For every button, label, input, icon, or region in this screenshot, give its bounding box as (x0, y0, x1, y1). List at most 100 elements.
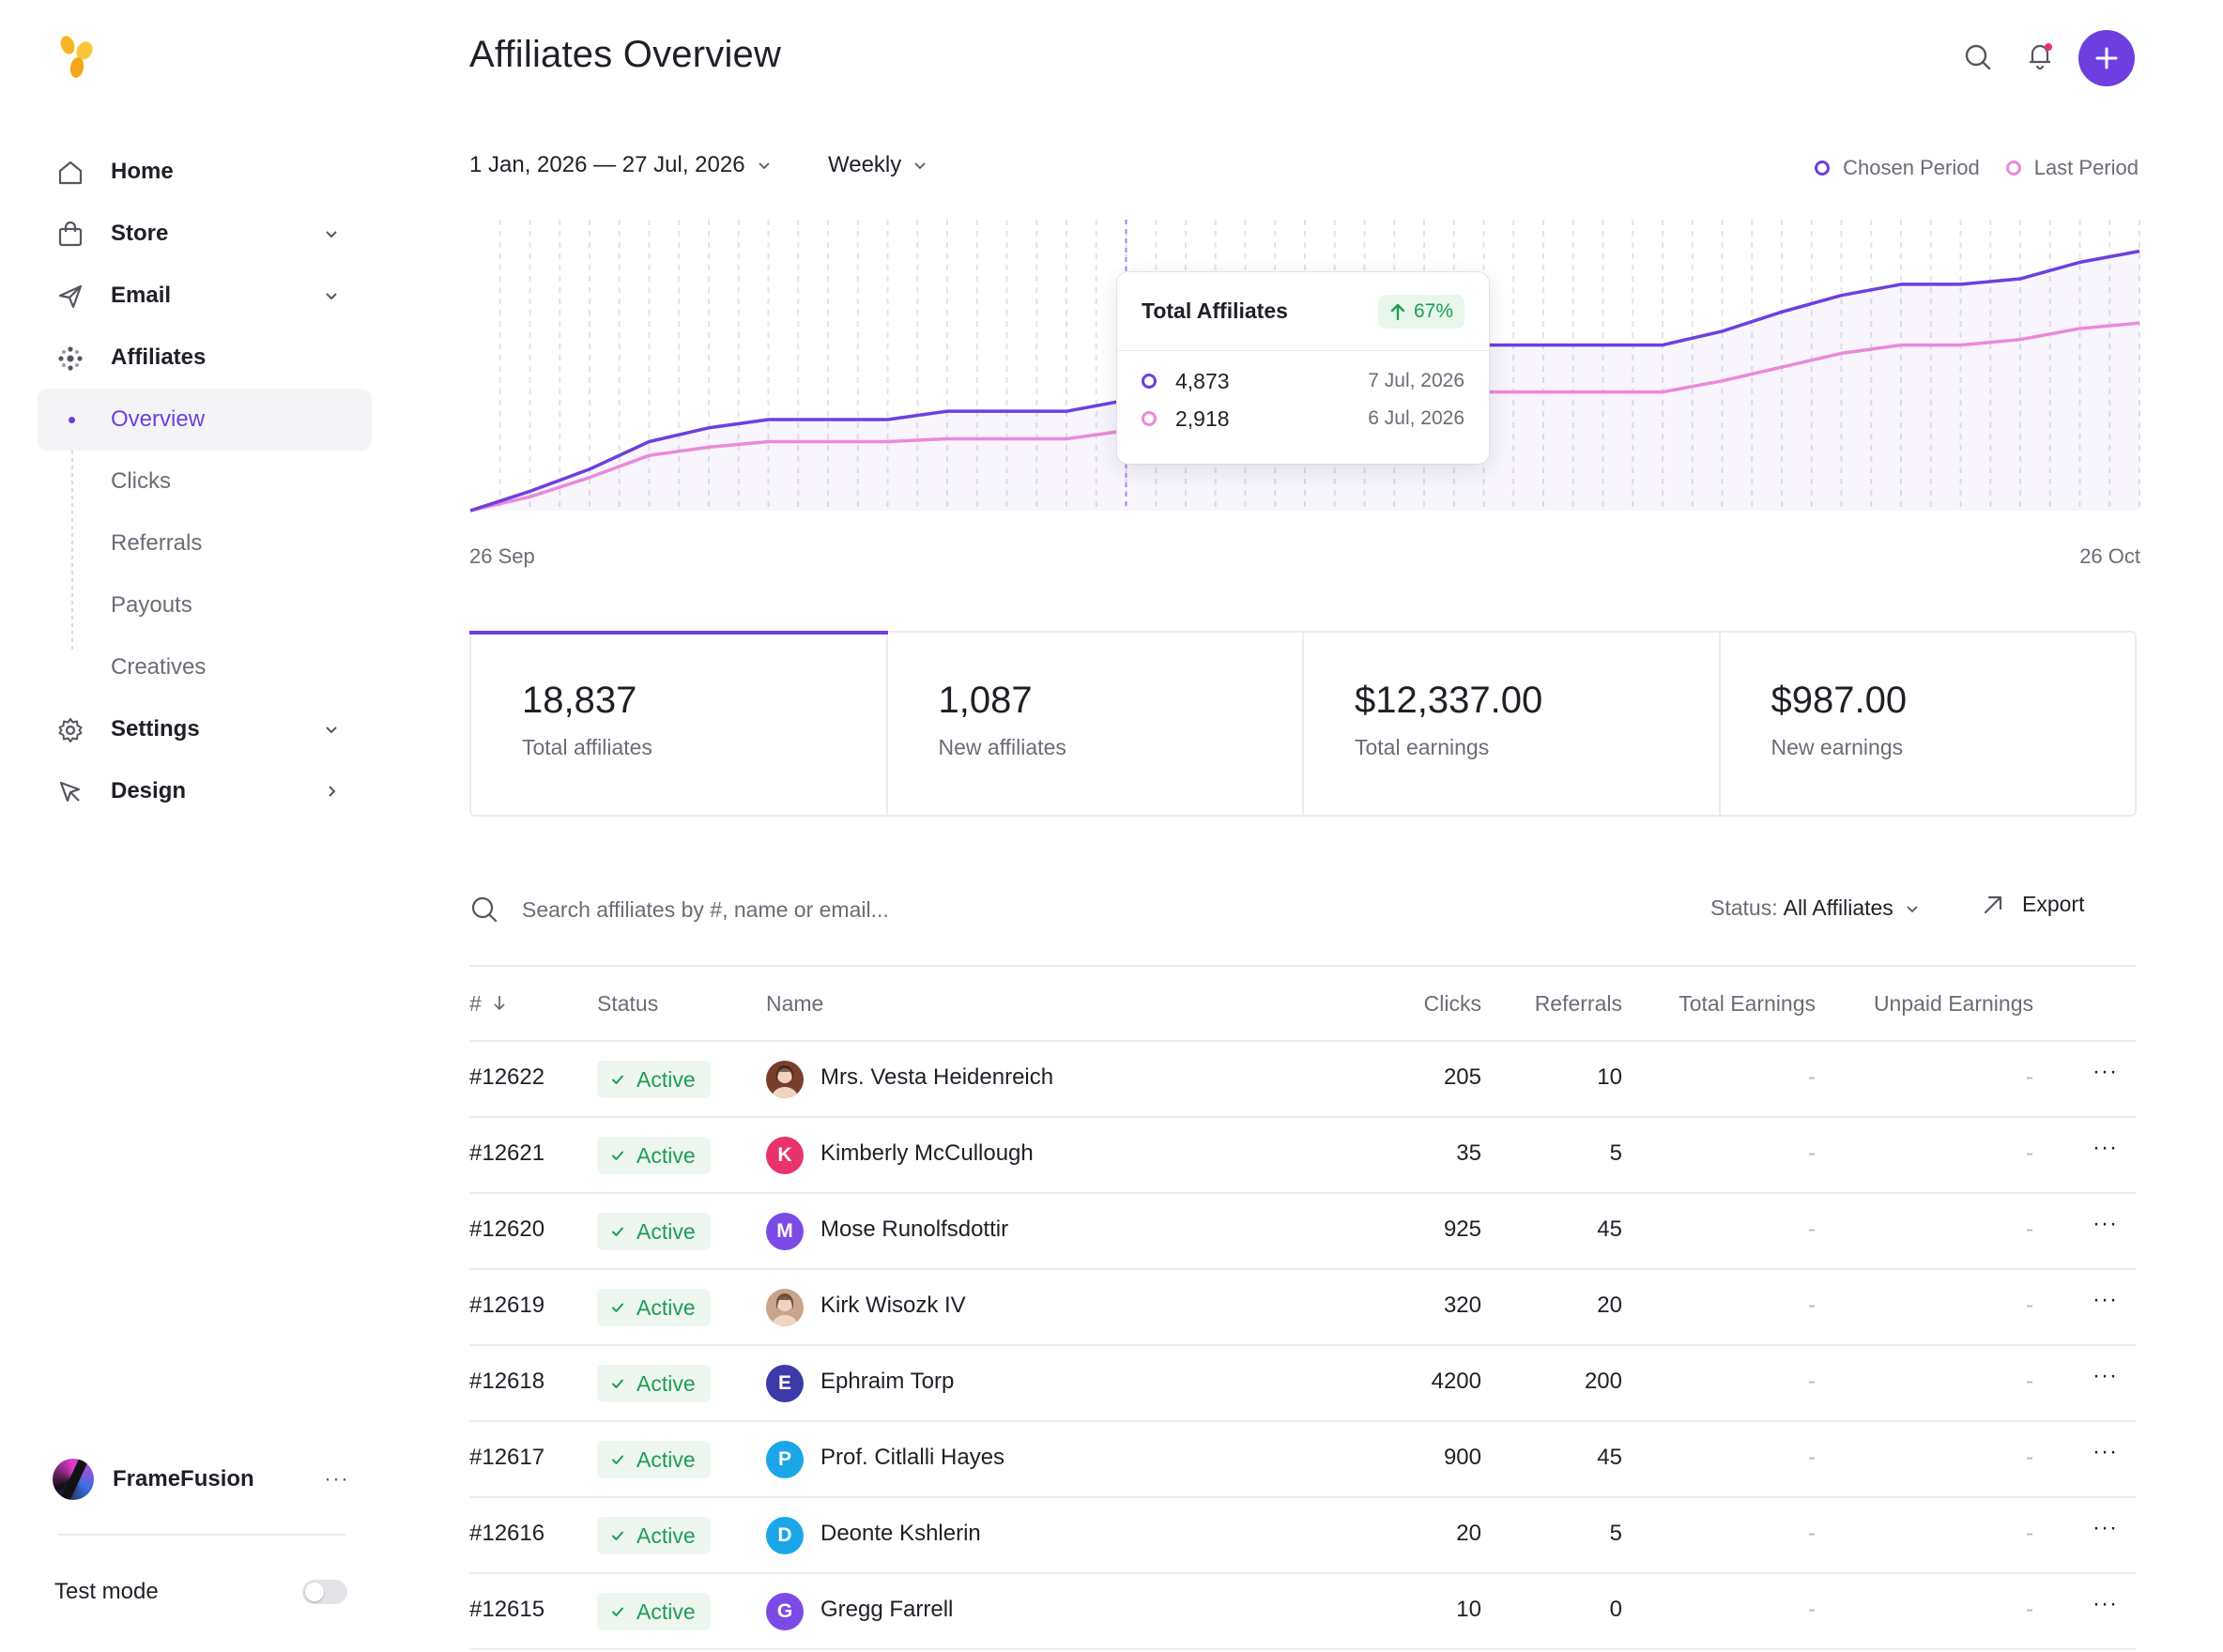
row-more-icon[interactable]: ··· (2093, 1287, 2118, 1312)
column-header-clicks[interactable]: Clicks (1423, 991, 1481, 1016)
chevron-down-icon[interactable] (323, 287, 340, 304)
status-filter[interactable]: Status: All Affiliates (1710, 895, 1920, 921)
table-row[interactable]: #12622 Active Mrs. Vesta Heidenreich 205… (469, 1042, 2137, 1118)
chevron-down-icon[interactable] (323, 225, 340, 242)
legend-chosen-period[interactable]: Chosen Period (1815, 156, 1980, 180)
tooltip-value: 2,918 (1175, 405, 1230, 431)
cursor-icon (59, 781, 81, 803)
affiliate-id: #12620 (469, 1216, 545, 1242)
stats-panel: 18,837 Total affiliates 1,087 New affili… (469, 631, 2137, 817)
row-more-icon[interactable]: ··· (2093, 1515, 2118, 1540)
affiliates-icon (58, 346, 83, 371)
stat-value: 1,087 (938, 680, 1033, 721)
column-header-unpaid-earnings[interactable]: Unpaid Earnings (1873, 991, 2033, 1016)
search-icon[interactable] (1962, 41, 1994, 73)
referrals-value: 5 (1609, 1521, 1622, 1546)
table-row[interactable]: #12616 Active D Deonte Kshlerin 20 5 - -… (469, 1498, 2137, 1574)
sidebar-item-design[interactable]: Design (38, 760, 372, 822)
more-icon[interactable]: ··· (324, 1466, 349, 1491)
search-input[interactable] (522, 896, 1367, 923)
column-header-referrals[interactable]: Referrals (1534, 991, 1622, 1016)
referrals-value: 45 (1597, 1216, 1622, 1242)
sidebar-item-email[interactable]: Email (38, 265, 372, 327)
sidebar-item-home[interactable]: Home (38, 141, 372, 203)
sidebar-subitem-label: Overview (111, 406, 206, 432)
row-more-icon[interactable]: ··· (2093, 1363, 2118, 1388)
bag-icon (58, 221, 83, 247)
status-label: Active (636, 1522, 696, 1548)
check-icon (612, 1227, 623, 1236)
chevron-down-icon[interactable] (323, 721, 340, 738)
legend-last-period[interactable]: Last Period (2005, 156, 2139, 180)
sidebar-subitem-creatives[interactable]: Creatives (38, 636, 372, 698)
tooltip-date: 7 Jul, 2026 (1368, 370, 1464, 391)
test-mode-label: Test mode (54, 1579, 159, 1604)
affiliate-name[interactable]: Mose Runolfsdottir (820, 1216, 1009, 1242)
row-more-icon[interactable]: ··· (2093, 1211, 2118, 1236)
stat-total-affiliates[interactable]: 18,837 Total affiliates (469, 631, 888, 815)
stat-total-earnings[interactable]: $12,337.00 Total earnings (1304, 633, 1721, 815)
sidebar-subitem-referrals[interactable]: Referrals (38, 512, 372, 574)
sidebar-subitem-payouts[interactable]: Payouts (38, 574, 372, 636)
status-badge: Active (597, 1517, 711, 1554)
sidebar-item-settings[interactable]: Settings (38, 698, 372, 760)
table-header: # Status Name Clicks Referrals Total Ear… (469, 965, 2137, 1042)
sidebar-subitem-label: Referrals (111, 530, 203, 556)
sidebar-item-store[interactable]: Store (38, 203, 372, 265)
table-row[interactable]: #12619 Active Kirk Wisozk IV 320 20 - - … (469, 1270, 2137, 1346)
sidebar-item-label: Settings (111, 716, 200, 742)
clicks-value: 900 (1443, 1445, 1481, 1470)
tooltip-title: Total Affiliates (1142, 298, 1288, 323)
table-row[interactable]: #12615 Active G Gregg Farrell 10 0 - - ·… (469, 1574, 2137, 1650)
sidebar-subitem-overview[interactable]: Overview (38, 389, 372, 451)
affiliate-name[interactable]: Ephraim Torp (820, 1369, 955, 1394)
table-row[interactable]: #12617 Active P Prof. Citlalli Hayes 900… (469, 1422, 2137, 1498)
granularity-select[interactable]: Weekly (828, 152, 928, 178)
column-header-status[interactable]: Status (597, 991, 659, 1016)
stat-label: New earnings (1771, 735, 1904, 759)
chevron-right-icon[interactable] (323, 783, 340, 800)
date-range-picker[interactable]: 1 Jan, 2026 — 27 Jul, 2026 (469, 152, 772, 178)
user-photo-icon (772, 1293, 798, 1326)
sidebar: Home Store Email Affiliates Overview Cli… (0, 0, 385, 1652)
row-more-icon[interactable]: ··· (2093, 1135, 2118, 1160)
test-mode-toggle[interactable] (302, 1580, 347, 1604)
change-value: 67% (1413, 299, 1453, 322)
home-icon (58, 161, 83, 185)
table-row[interactable]: #12620 Active M Mose Runolfsdottir 925 4… (469, 1194, 2137, 1270)
sidebar-subitem-clicks[interactable]: Clicks (38, 451, 372, 512)
clicks-value: 35 (1456, 1140, 1481, 1166)
affiliate-name[interactable]: Gregg Farrell (820, 1597, 954, 1622)
affiliate-name[interactable]: Kirk Wisozk IV (820, 1293, 966, 1318)
total-earnings-value: - (1808, 1521, 1816, 1546)
table-row[interactable]: #12621 Active K Kimberly McCullough 35 5… (469, 1118, 2137, 1194)
export-button[interactable]: Export (1981, 892, 2084, 917)
affiliate-name[interactable]: Mrs. Vesta Heidenreich (820, 1064, 1054, 1090)
bell-icon[interactable] (2024, 39, 2056, 71)
table-row[interactable]: #12618 Active E Ephraim Torp 4200 200 - … (469, 1346, 2137, 1422)
check-icon (612, 1531, 623, 1540)
stat-new-affiliates[interactable]: 1,087 New affiliates (888, 633, 1304, 815)
sidebar-item-label: Design (111, 778, 187, 803)
tooltip-header: Total Affiliates 67% (1117, 272, 1489, 351)
row-more-icon[interactable]: ··· (2093, 1439, 2118, 1464)
column-header-id[interactable]: # (469, 991, 506, 1017)
affiliate-name[interactable]: Prof. Citlalli Hayes (820, 1445, 1005, 1470)
brand-logo[interactable] (56, 34, 98, 81)
export-label: Export (2022, 892, 2085, 916)
status-badge: Active (597, 1213, 711, 1250)
affiliate-name[interactable]: Deonte Kshlerin (820, 1521, 981, 1546)
referrals-value: 0 (1609, 1597, 1622, 1622)
series-marker (1142, 374, 1157, 389)
workspace-switcher[interactable]: FrameFusion ··· (53, 1453, 349, 1506)
column-header-total-earnings[interactable]: Total Earnings (1679, 991, 1816, 1016)
affiliate-name[interactable]: Kimberly McCullough (820, 1140, 1034, 1166)
stat-new-earnings[interactable]: $987.00 New earnings (1721, 633, 2136, 815)
sidebar-item-affiliates[interactable]: Affiliates (38, 327, 372, 389)
affiliate-id: #12622 (469, 1064, 545, 1090)
column-header-name[interactable]: Name (766, 991, 824, 1016)
add-button[interactable] (2078, 30, 2135, 86)
affiliate-id: #12619 (469, 1293, 545, 1318)
row-more-icon[interactable]: ··· (2093, 1059, 2118, 1084)
row-more-icon[interactable]: ··· (2093, 1591, 2118, 1616)
